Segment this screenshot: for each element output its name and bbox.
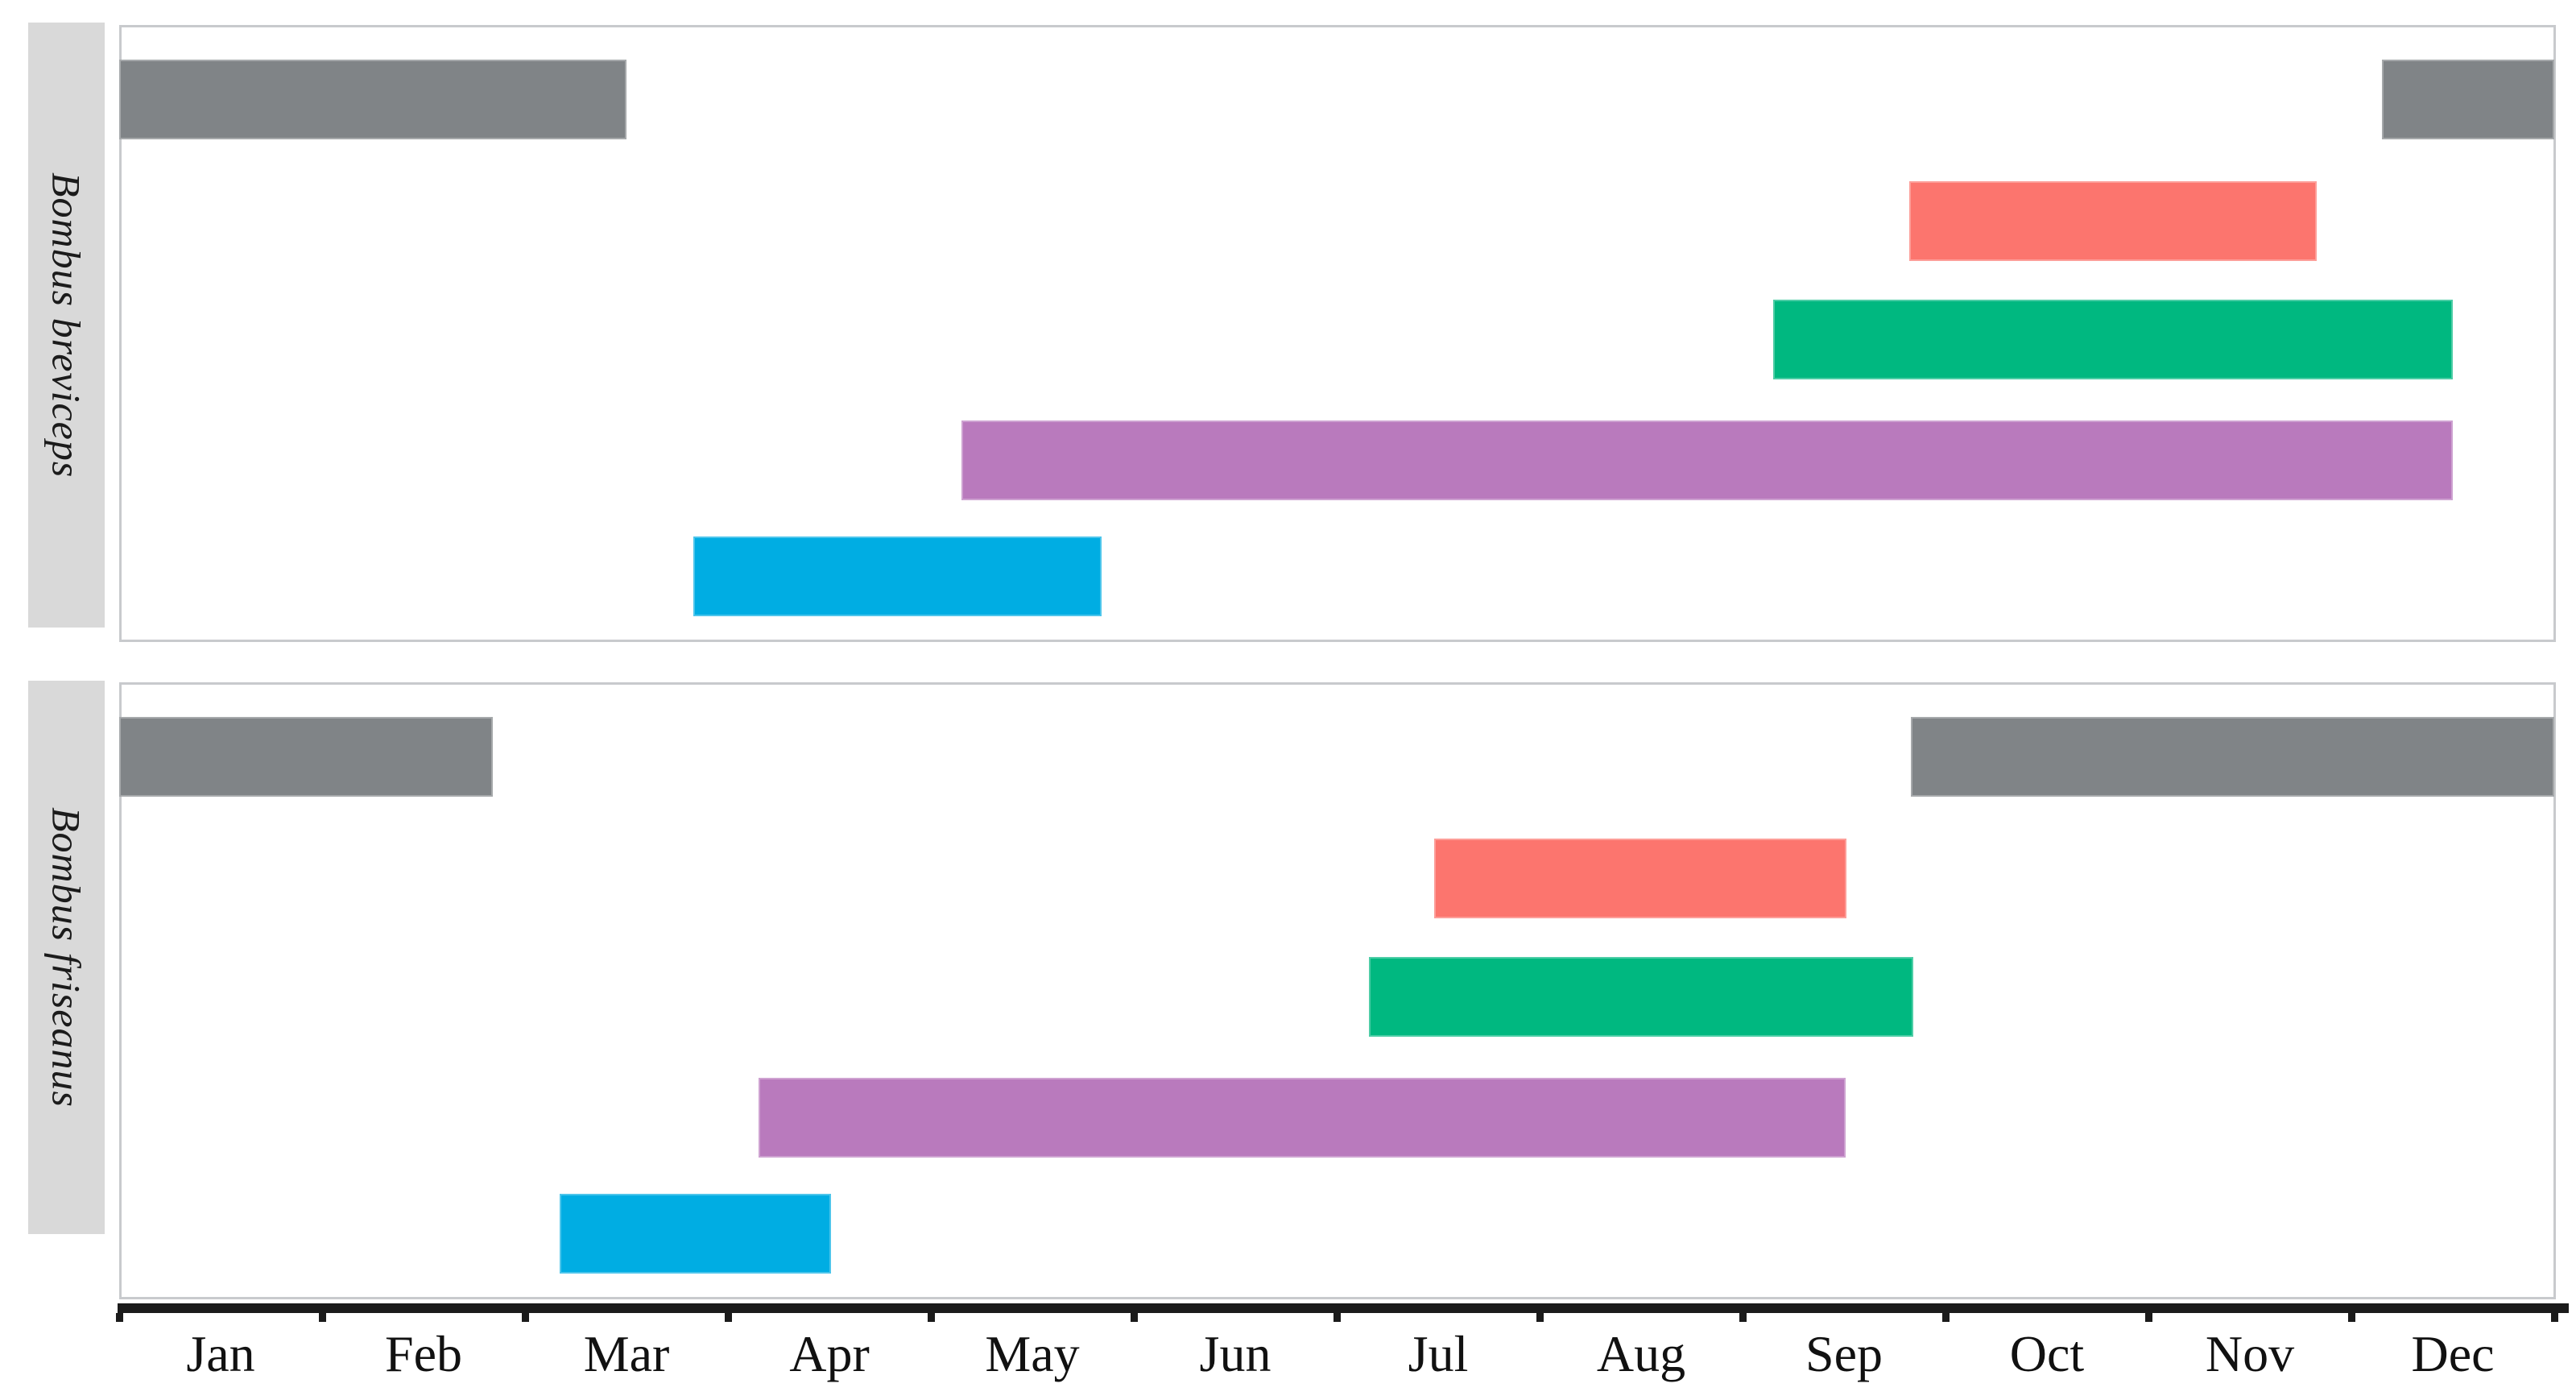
x-axis-tick: [2347, 1313, 2355, 1322]
species-label-strip-bottom: Bombus friseanus: [28, 681, 105, 1234]
bar-purple-row3: [961, 420, 2453, 500]
month-label-apr: Apr: [789, 1325, 870, 1382]
bar-green-row2: [1369, 957, 1913, 1037]
month-label-dec: Dec: [2411, 1325, 2495, 1382]
species-label-bombus-friseanus: Bombus friseanus: [43, 807, 89, 1108]
x-axis-tick: [521, 1313, 529, 1322]
species-label-strip-top: Bombus breviceps: [28, 23, 105, 628]
bar-coral-row1: [1908, 181, 2318, 261]
bar-gray-row0: [1911, 717, 2554, 797]
x-axis-tick: [2144, 1313, 2152, 1322]
x-axis-tick: [724, 1313, 732, 1322]
month-label-oct: Oct: [2009, 1325, 2085, 1382]
month-label-feb: Feb: [385, 1325, 462, 1382]
month-label-sep: Sep: [1805, 1325, 1883, 1382]
bar-purple-row3: [758, 1078, 1846, 1158]
x-axis-tick: [2550, 1313, 2558, 1322]
x-axis-tick: [1333, 1313, 1341, 1322]
x-axis-tick: [318, 1313, 326, 1322]
bar-coral-row1: [1434, 839, 1846, 918]
panel-bombus-friseanus: [119, 682, 2556, 1299]
month-label-nov: Nov: [2205, 1325, 2295, 1382]
x-axis-tick: [927, 1313, 935, 1322]
bar-blue-row4: [693, 536, 1102, 616]
month-label-jul: Jul: [1408, 1325, 1469, 1382]
bar-gray-row0: [119, 60, 626, 139]
month-label-aug: Aug: [1596, 1325, 1686, 1382]
bar-blue-row4: [559, 1194, 832, 1274]
x-axis-tick: [1536, 1313, 1544, 1322]
month-label-mar: Mar: [583, 1325, 670, 1382]
bar-gray-row0: [119, 717, 493, 797]
bar-gray-row0: [2381, 60, 2554, 139]
species-label-bombus-breviceps: Bombus breviceps: [43, 172, 89, 478]
month-label-jan: Jan: [186, 1325, 255, 1382]
bar-green-row2: [1772, 300, 2453, 379]
x-axis-tick: [1941, 1313, 1950, 1322]
panel-bombus-breviceps: [119, 25, 2556, 642]
month-label-may: May: [985, 1325, 1080, 1382]
x-axis-tick: [1130, 1313, 1138, 1322]
x-axis-line: [118, 1303, 2569, 1313]
month-label-jun: Jun: [1199, 1325, 1271, 1382]
x-axis-tick: [115, 1313, 123, 1322]
x-axis-tick: [1739, 1313, 1747, 1322]
